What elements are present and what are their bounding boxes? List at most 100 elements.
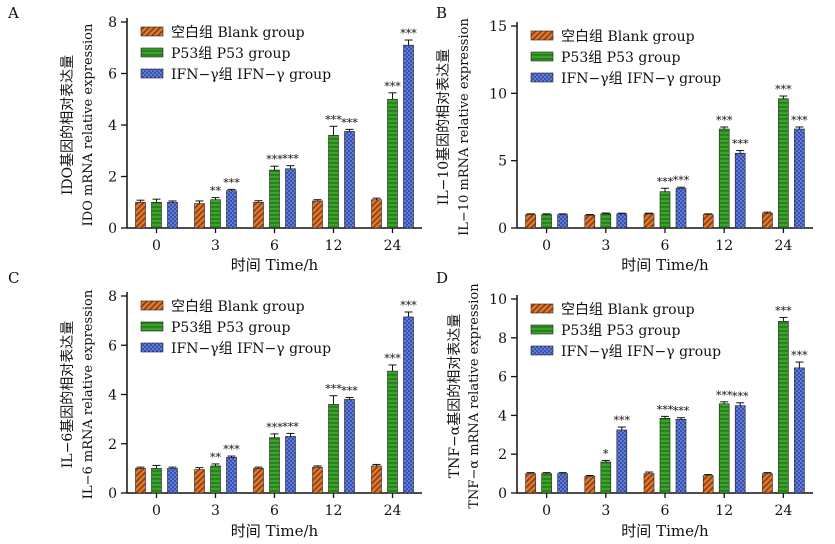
- significance-label: ***: [657, 175, 674, 188]
- x-tick-label: 3: [211, 238, 220, 254]
- bar-blank-3: [584, 214, 596, 229]
- legend-label-blank: 空白组 Blank group: [561, 302, 695, 318]
- y-tick-label: 4: [108, 388, 117, 404]
- significance-label: **: [210, 451, 222, 464]
- bar-blank-6: [253, 468, 264, 494]
- x-tick-label: 3: [601, 238, 610, 254]
- x-tick-label: 12: [325, 503, 343, 519]
- bar-blank-12: [312, 466, 323, 494]
- bar-blank-6: [253, 201, 264, 229]
- bar-blank-12: [312, 200, 323, 229]
- significance-label: ***: [282, 420, 299, 433]
- bar-blank-6: [643, 473, 655, 494]
- bar-ifn-12: [734, 152, 746, 229]
- bar-blank-24: [371, 199, 382, 229]
- bar-blank-3: [194, 469, 205, 494]
- bar-ifn-24: [794, 128, 805, 229]
- bar-ifn-3: [226, 456, 237, 494]
- bar-p53-3: [210, 465, 221, 494]
- panel-letter: A: [7, 4, 19, 22]
- bar-ifn-0: [557, 214, 568, 229]
- bar-ifn-0: [167, 468, 178, 494]
- bar-ifn-24: [794, 367, 805, 494]
- x-tick-label: 6: [661, 503, 670, 519]
- y-axis-label-en: IDO mRNA relative expression: [81, 23, 96, 226]
- significance-label: ***: [791, 114, 808, 127]
- legend-swatch-p53: [530, 51, 554, 62]
- significance-label: ***: [775, 83, 792, 96]
- x-tick-label: 24: [384, 238, 402, 254]
- y-tick-label: 2: [498, 447, 507, 463]
- bar-ifn-12: [344, 131, 355, 229]
- legend-label-p53: P53组 P53 group: [171, 46, 290, 62]
- significance-label: ***: [791, 349, 808, 362]
- x-tick-label: 3: [211, 503, 220, 519]
- bar-ifn-12: [734, 405, 746, 494]
- bar-ifn-3: [226, 190, 237, 229]
- y-tick-label: 0: [108, 221, 117, 237]
- x-tick-label: 6: [661, 238, 670, 254]
- bar-ifn-6: [285, 436, 296, 494]
- bar-p53-12: [718, 128, 730, 229]
- x-tick-label: 12: [715, 503, 733, 519]
- legend-label-ifn: IFN−γ组 IFN−γ group: [561, 344, 721, 360]
- bar-ifn-3: [616, 429, 628, 494]
- y-tick-label: 2: [108, 170, 117, 186]
- y-tick-label: 10: [489, 86, 507, 102]
- y-tick-label: 2: [108, 437, 117, 453]
- significance-label: ***: [614, 414, 631, 427]
- legend-swatch-blank: [530, 303, 554, 314]
- y-tick-label: 0: [498, 221, 507, 237]
- significance-label: ***: [716, 389, 733, 402]
- panel-letter: D: [436, 269, 448, 287]
- bar-ifn-3: [616, 213, 628, 229]
- bar-p53-6: [659, 418, 671, 494]
- y-tick-label: 10: [489, 292, 507, 308]
- significance-label: ***: [716, 114, 733, 127]
- legend-swatch-ifn: [530, 72, 554, 83]
- y-axis-label-en: TNF−α mRNA relative expression: [467, 283, 482, 509]
- significance-label: ***: [223, 176, 240, 189]
- y-tick-label: 5: [498, 154, 507, 170]
- x-axis-label: 时间 Time/h: [621, 256, 709, 274]
- significance-label: ***: [673, 405, 690, 418]
- y-tick-label: 0: [108, 486, 117, 502]
- bar-p53-12: [328, 404, 339, 494]
- significance-label: *: [603, 447, 609, 460]
- y-axis-label-en: IL−6 mRNA relative expression: [81, 289, 96, 499]
- legend-swatch-p53: [530, 324, 554, 335]
- bar-ifn-24: [403, 44, 414, 229]
- bar-p53-3: [210, 199, 221, 229]
- y-axis-label-zh: IL−6基因的相对表达量: [59, 321, 76, 468]
- bar-p53-6: [269, 169, 280, 229]
- bar-blank-12: [702, 214, 714, 229]
- bar-blank-3: [584, 476, 596, 494]
- y-tick-label: 6: [108, 338, 117, 354]
- y-tick-label: 4: [498, 408, 507, 424]
- legend-swatch-ifn: [530, 345, 554, 356]
- bar-blank-0: [525, 214, 536, 229]
- legend-swatch-ifn: [140, 68, 164, 79]
- legend-label-ifn: IFN−γ组 IFN−γ group: [171, 67, 331, 83]
- y-tick-label: 6: [108, 67, 117, 83]
- significance-label: ***: [775, 304, 792, 317]
- bar-p53-24: [387, 98, 398, 229]
- legend-swatch-p53: [140, 321, 164, 332]
- bar-blank-0: [135, 201, 146, 229]
- legend-label-blank: 空白组 Blank group: [171, 299, 305, 315]
- x-tick-label: 12: [325, 238, 343, 254]
- significance-label: ***: [325, 113, 342, 126]
- significance-label: ***: [282, 153, 299, 166]
- significance-label: ***: [732, 138, 749, 151]
- bar-p53-24: [778, 98, 789, 229]
- significance-label: ***: [673, 174, 690, 187]
- bar-blank-0: [135, 468, 146, 494]
- legend-label-p53: P53组 P53 group: [561, 50, 680, 66]
- legend-label-p53: P53组 P53 group: [561, 323, 680, 339]
- y-tick-label: 4: [108, 118, 117, 134]
